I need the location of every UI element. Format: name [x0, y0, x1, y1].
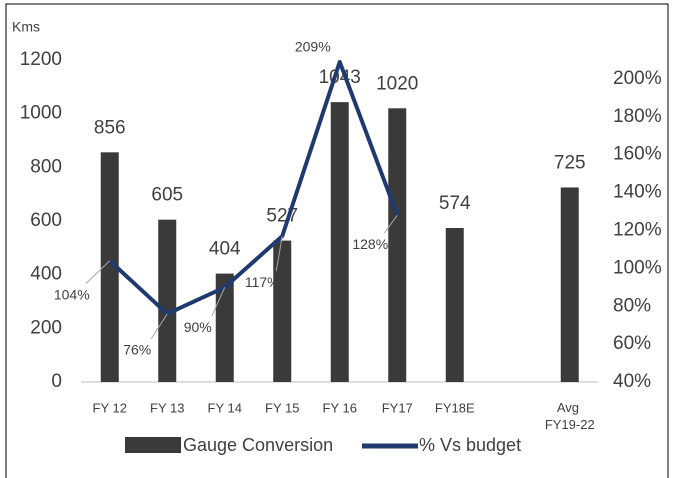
bar [388, 108, 407, 383]
bar [273, 240, 292, 382]
legend-label: Gauge Conversion [183, 435, 333, 455]
x-tick-label: FY 14 [208, 400, 242, 415]
line-value-label: 90% [184, 319, 212, 335]
bar-value-label: 1020 [376, 73, 418, 94]
y2-tick-label: 80% [613, 295, 651, 316]
y2-tick-label: 100% [613, 257, 662, 278]
bar [100, 152, 119, 382]
y-tick-label: 1000 [20, 103, 62, 124]
leader-line [211, 287, 226, 317]
y2-tick-label: 40% [613, 371, 651, 392]
y-tick-label: 400 [30, 264, 62, 285]
y2-tick-label: 60% [613, 333, 651, 354]
leader-line [85, 260, 111, 285]
bar-value-label: 856 [94, 117, 126, 138]
bar [560, 187, 579, 382]
y2-tick-label: 140% [613, 182, 662, 203]
bar-value-label: 1043 [319, 67, 361, 88]
y-tick-label: 200 [30, 317, 62, 338]
bar-value-label: 605 [151, 185, 183, 206]
y-tick-label: 600 [30, 210, 62, 231]
y-axis-label: Kms [12, 19, 40, 35]
x-tick-label: FY 13 [150, 400, 184, 415]
x-tick-label: FY 16 [323, 400, 357, 415]
x-tick-label: FY17 [382, 400, 413, 415]
bar-value-label: 404 [209, 239, 241, 260]
bar [158, 219, 177, 382]
y-tick-label: 1200 [20, 49, 62, 70]
legend-swatch [125, 437, 181, 453]
y-tick-label: 0 [51, 371, 62, 392]
bar [445, 227, 464, 382]
chart-frame [5, 3, 669, 478]
legend-label: % Vs budget [419, 435, 521, 455]
y-tick-label: 800 [30, 156, 62, 177]
y2-tick-label: 200% [613, 68, 662, 89]
leader-line [150, 313, 168, 340]
y2-tick-label: 120% [613, 219, 662, 240]
bar-value-label: 725 [554, 152, 586, 173]
x-tick-label: FY 12 [93, 400, 127, 415]
line-value-label: 76% [123, 342, 151, 358]
leader-line [275, 236, 283, 272]
line-value-label: 128% [352, 236, 388, 252]
line-value-label: 209% [295, 39, 331, 55]
line-series [108, 59, 400, 316]
x-tick-label: FY 15 [265, 400, 299, 415]
y2-tick-label: 160% [613, 144, 662, 165]
y2-tick-label: 180% [613, 106, 662, 127]
bar-value-label: 574 [439, 193, 471, 214]
bar [330, 102, 349, 383]
x-tick-label: Avg FY19-22 [545, 400, 595, 432]
line-value-label: 117% [245, 274, 280, 290]
leader-line [383, 215, 398, 234]
bar [215, 273, 234, 382]
x-tick-label: FY18E [435, 400, 475, 415]
line-value-label: 104% [54, 286, 90, 302]
